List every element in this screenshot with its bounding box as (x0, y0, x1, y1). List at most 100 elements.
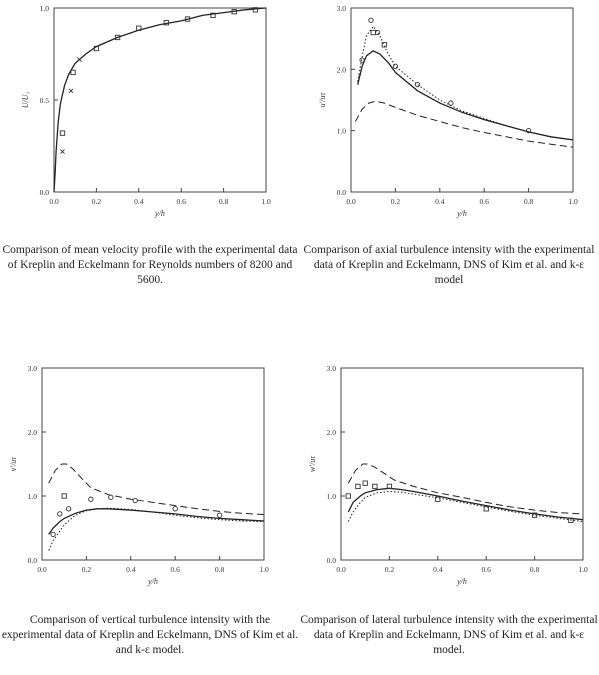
data-point-circle (216, 512, 223, 518)
data-point-square (184, 16, 191, 22)
x-tick-label: 0.0 (37, 565, 47, 574)
x-tick-label: 0.2 (385, 565, 395, 574)
x-tick-label: 0.8 (215, 565, 225, 574)
caption-vertical-turbulence: Comparison of vertical turbulence intens… (1, 614, 299, 656)
chart-panel-mean-velocity: 0.0 0.2 0.4 0.6 0.8 1.0 0.0 0.5 1.0 y/h U/U₁ Compa… (0, 0, 300, 337)
data-point-cross (60, 149, 65, 154)
x-tick-label: 1.0 (568, 197, 578, 206)
data-point-square (136, 25, 142, 31)
series-line-solid (347, 487, 584, 521)
y-tick-label: 3.0 (28, 364, 38, 373)
y-tick-label: 1.0 (40, 4, 50, 13)
series-line-dashed (354, 100, 574, 148)
data-point-circle (88, 496, 94, 502)
data-point-square (93, 45, 100, 52)
data-point-square (114, 34, 121, 41)
series-line-solid (357, 50, 574, 141)
plot-frame (53, 7, 267, 193)
x-tick-label: 0.2 (82, 565, 92, 574)
data-point-square (59, 130, 66, 136)
caption-axial-turbulence: Comparison of axial turbulence intensity… (303, 244, 595, 286)
chart-panel-axial-turbulence: 0.0 0.2 0.4 0.6 0.8 1.0 0.0 1.0 2.0 3.0 y/h u'/uτ C… (299, 0, 599, 337)
y-tick-label: 0.0 (327, 556, 337, 565)
data-point-square (61, 493, 67, 499)
y-tick-label: 3.0 (337, 4, 347, 13)
x-tick-label: 0.8 (524, 197, 534, 206)
series-line-dotted (347, 490, 584, 523)
caption-lateral-turbulence: Comparison of lateral turbulence intensi… (300, 614, 598, 656)
data-point-circle (448, 100, 454, 106)
x-tick-label: 0.4 (435, 197, 445, 206)
data-point-circle (359, 57, 365, 63)
data-point-square (210, 12, 216, 19)
chart-lateral-turbulence: 0.0 0.2 0.4 0.6 0.8 1.0 0.0 1.0 2.0 3.0 y/h w'/uτ (308, 364, 588, 586)
y-axis-label: w'/uτ (308, 455, 317, 472)
chart-mean-velocity: 0.0 0.2 0.4 0.6 0.8 1.0 0.0 0.5 1.0 y/h U/U₁ (21, 4, 271, 218)
data-point-square (483, 506, 489, 512)
x-tick-label: 0.4 (126, 565, 136, 574)
chart-axial-turbulence: 0.0 0.2 0.4 0.6 0.8 1.0 0.0 1.0 2.0 3.0 y/h u'/uτ (318, 4, 578, 218)
y-tick-label: 1.0 (327, 492, 337, 501)
caption-mean-velocity: Comparison of mean velocity profile with… (2, 244, 298, 286)
series-line-dashed (347, 463, 584, 515)
data-point-circle (132, 497, 138, 504)
x-axis-label: y/h (456, 209, 467, 218)
x-tick-label: 0.6 (480, 197, 490, 206)
y-tick-label: 0.0 (28, 556, 38, 565)
y-tick-label: 2.0 (28, 428, 38, 437)
x-tick-label: 0.4 (134, 197, 144, 206)
data-point-square (345, 493, 351, 499)
data-point-square (435, 496, 441, 502)
series-line-dotted (48, 507, 265, 551)
data-point-circle (392, 63, 399, 69)
x-tick-label: 0.2 (92, 197, 102, 206)
x-axis-label: y/h (456, 577, 467, 586)
y-tick-label: 1.0 (337, 127, 347, 136)
data-point-square (372, 483, 378, 490)
data-point-square (362, 480, 368, 486)
x-tick-label: 0.2 (391, 197, 401, 206)
x-tick-label: 0.8 (530, 565, 540, 574)
chart-panel-vertical-turbulence: 0.0 0.2 0.4 0.6 0.8 1.0 0.0 1.0 2.0 3.0 y/h v'/uτ C… (0, 338, 300, 675)
data-point-square (370, 29, 376, 36)
x-tick-label: 0.0 (49, 197, 59, 206)
y-tick-label: 0.0 (337, 188, 347, 197)
series-line-solid (48, 508, 265, 535)
y-tick-label: 0.5 (40, 96, 50, 105)
data-point-circle (525, 128, 532, 134)
data-point-square (70, 69, 76, 76)
data-point-circle (57, 511, 63, 517)
x-tick-label: 0.0 (336, 565, 346, 574)
data-point-circle (374, 29, 381, 36)
x-tick-label: 0.4 (433, 565, 443, 574)
y-tick-label: 0.0 (40, 188, 50, 197)
x-tick-label: 0.0 (346, 197, 356, 206)
y-axis-label: u'/uτ (318, 91, 327, 107)
data-point-square (568, 517, 574, 523)
series-line-solid (53, 7, 267, 193)
x-tick-label: 0.8 (219, 197, 229, 206)
y-axis-label: U/U₁ (21, 92, 30, 109)
x-tick-label: 0.6 (177, 197, 187, 206)
x-axis-label: y/h (147, 577, 158, 586)
y-axis-label: v'/uτ (9, 456, 18, 471)
series-line-dotted (357, 25, 574, 141)
data-point-circle (172, 506, 178, 512)
chart-panel-lateral-turbulence: 0.0 0.2 0.4 0.6 0.8 1.0 0.0 1.0 2.0 3.0 y/h w'/uτ C… (299, 338, 599, 675)
data-point-square (355, 483, 361, 490)
x-tick-label: 0.6 (171, 565, 181, 574)
y-tick-label: 2.0 (337, 65, 347, 74)
data-point-square (381, 42, 387, 48)
plot-frame (41, 367, 265, 561)
y-tick-label: 1.0 (28, 492, 38, 501)
x-axis-label: y/h (154, 209, 165, 218)
data-point-square (252, 7, 259, 13)
x-tick-label: 0.6 (482, 565, 492, 574)
data-point-circle (368, 17, 374, 23)
data-point-cross (68, 88, 74, 94)
data-point-circle (65, 506, 72, 512)
data-point-circle (414, 82, 421, 88)
data-point-circle (108, 494, 114, 500)
series-line-dashed (48, 463, 265, 516)
x-tick-label: 1.0 (261, 197, 271, 206)
